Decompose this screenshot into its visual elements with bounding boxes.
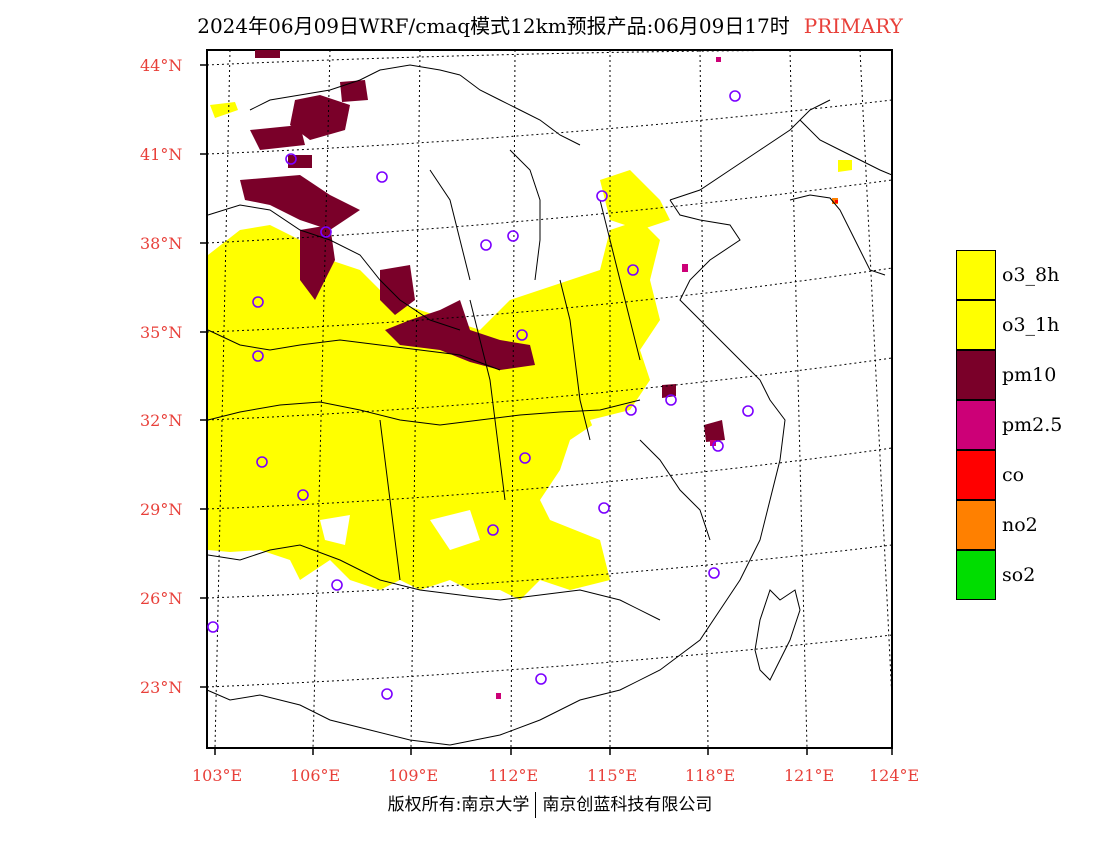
legend-label-pm10: pm10 (1002, 364, 1057, 386)
lat-label-35n: 35°N (140, 323, 183, 342)
boundaries (206, 64, 893, 746)
lon-label-118e: 118°E (685, 766, 736, 785)
title-tag: PRIMARY (803, 14, 903, 38)
lon-label-115e: 115°E (587, 766, 638, 785)
lat-label-44n: 44°N (140, 56, 183, 75)
pollution-overlay (208, 50, 852, 699)
o3-region-nw (210, 102, 238, 118)
lon-label-103e: 103°E (192, 766, 243, 785)
legend-swatch-o3-8h (956, 250, 996, 300)
o3-region-ne (838, 160, 852, 172)
legend-swatch-no2 (956, 500, 996, 550)
copyright-right: 南京创蓝科技有限公司 (542, 795, 713, 815)
legend-label-pm25: pm2.5 (1002, 414, 1063, 436)
pm10-region-north (290, 95, 350, 140)
axis-ticks (200, 64, 893, 755)
map-title: 2024年06月09日WRF/cmaq模式12km预报产品:06月09日17时 P… (0, 10, 1100, 39)
lat-label-23n: 23°N (140, 678, 183, 697)
o3-region-main (208, 220, 660, 600)
legend-swatch-co (956, 450, 996, 500)
legend-swatch-pm10 (956, 350, 996, 400)
legend-swatch-o3-1h (956, 300, 996, 350)
legend-label-o3-8h: o3_8h (1002, 264, 1060, 286)
lon-label-121e: 121°E (784, 766, 835, 785)
legend-swatch-so2 (956, 550, 996, 600)
legend-label-co: co (1002, 464, 1025, 486)
legend-swatch-pm25 (956, 400, 996, 450)
title-text: 2024年06月09日WRF/cmaq模式12km预报产品:06月09日17时 (197, 14, 790, 38)
o3-region-north (600, 170, 670, 230)
lat-label-26n: 26°N (140, 589, 183, 608)
lon-label-112e: 112°E (488, 766, 539, 785)
copyright-divider (535, 792, 537, 818)
lon-label-124e: 124°E (869, 766, 920, 785)
lon-label-109e: 109°E (388, 766, 439, 785)
legend-label-so2: so2 (1002, 564, 1036, 586)
lon-label-106e: 106°E (290, 766, 341, 785)
copyright-left: 版权所有:南京大学 (387, 795, 530, 815)
legend-label-o3-1h: o3_1h (1002, 314, 1060, 336)
lat-label-32n: 32°N (140, 411, 183, 430)
station-markers (207, 90, 754, 700)
legend-label-no2: no2 (1002, 514, 1038, 536)
lat-label-41n: 41°N (140, 145, 183, 164)
copyright: 版权所有:南京大学 南京创蓝科技有限公司 (0, 790, 1100, 818)
lat-label-38n: 38°N (140, 234, 183, 253)
lat-label-29n: 29°N (140, 500, 183, 519)
pm10-region-central (385, 300, 535, 370)
graticule (206, 49, 893, 749)
